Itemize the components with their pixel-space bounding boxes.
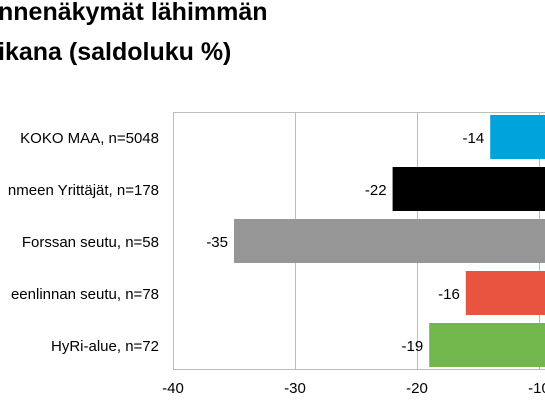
bar <box>465 271 545 315</box>
x-tick-label: -40 <box>162 380 184 397</box>
value-label: -14 <box>463 130 485 147</box>
x-tick-label: -30 <box>284 380 306 397</box>
bar <box>392 167 545 211</box>
x-tick-label: -20 <box>406 380 428 397</box>
plot-frame <box>173 112 545 370</box>
value-label: -22 <box>365 182 387 199</box>
category-labels: KOKO MAA, n=5048 nmeen Yrittäjät, n=178 Fo… <box>8 130 159 355</box>
bar <box>490 115 545 159</box>
bar <box>429 323 545 367</box>
category-label: Forssan seutu, n=58 <box>22 234 159 251</box>
x-tick-label: -10 <box>528 380 545 397</box>
value-label: -16 <box>438 286 460 303</box>
category-label: nmeen Yrittäjät, n=178 <box>8 182 159 199</box>
bar <box>234 219 545 263</box>
chart-title: nnenäkymät lähimmän ikana (saldoluku %) <box>0 0 545 68</box>
value-labels: -14 -22 -35 -16 -19 <box>206 130 484 355</box>
category-label: eenlinnan seutu, n=78 <box>11 286 159 303</box>
chart-title-line-1: nnenäkymät lähimmän <box>0 0 268 26</box>
value-label: -35 <box>206 234 228 251</box>
bars <box>234 115 545 367</box>
value-label: -19 <box>402 338 424 355</box>
chart-title-line-2: ikana (saldoluku %) <box>0 38 232 66</box>
x-tick-labels: -40 -30 -20 -10 <box>162 380 545 397</box>
category-label: HyRi-alue, n=72 <box>51 338 159 355</box>
category-label: KOKO MAA, n=5048 <box>20 130 159 147</box>
